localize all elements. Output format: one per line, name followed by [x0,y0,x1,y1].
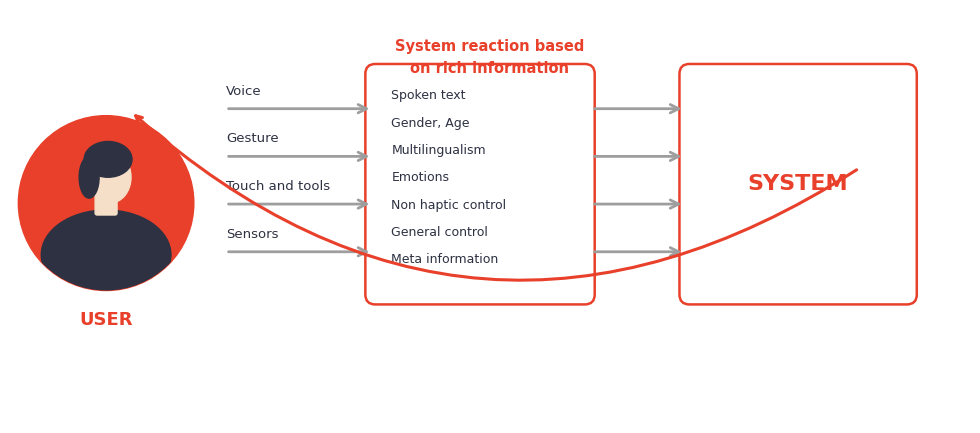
Text: System reaction based: System reaction based [395,39,585,54]
Text: Multilingualism: Multilingualism [391,144,486,157]
Text: Sensors: Sensors [225,228,278,241]
Text: Touch and tools: Touch and tools [225,180,330,193]
Circle shape [19,116,194,291]
Text: Non haptic control: Non haptic control [391,199,507,212]
Text: Meta information: Meta information [391,253,499,266]
Text: Spoken text: Spoken text [391,89,466,102]
Text: Emotions: Emotions [391,171,449,184]
Text: Gesture: Gesture [225,132,278,145]
Text: USER: USER [79,311,133,330]
Ellipse shape [79,156,99,198]
Text: Voice: Voice [225,85,262,98]
Text: Gender, Age: Gender, Age [391,116,469,129]
Text: SYSTEM: SYSTEM [748,174,849,194]
FancyBboxPatch shape [679,64,916,304]
Text: on rich information: on rich information [411,61,569,77]
Text: General control: General control [391,226,488,239]
Ellipse shape [41,210,171,300]
FancyBboxPatch shape [95,189,117,215]
Ellipse shape [89,152,131,203]
Ellipse shape [84,142,132,177]
FancyArrowPatch shape [135,116,857,280]
FancyBboxPatch shape [366,64,595,304]
